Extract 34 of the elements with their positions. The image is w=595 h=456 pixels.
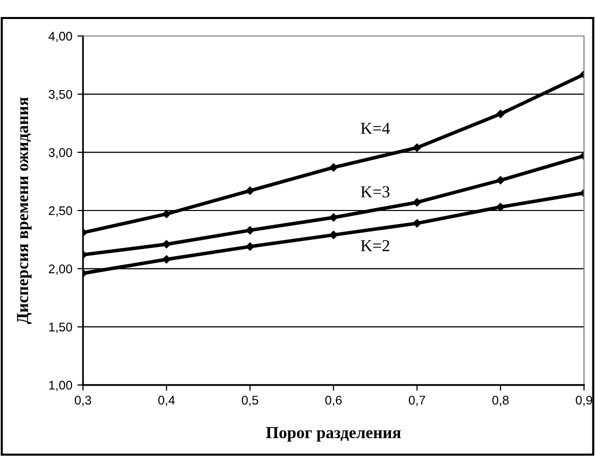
y-tick-label: 3,50: [48, 90, 72, 100]
series-label: K=2: [360, 240, 390, 252]
x-tick-label: 0,6: [325, 396, 342, 406]
point: [412, 219, 422, 228]
y-axis-title: Дисперсия времени ожидания: [17, 97, 32, 324]
point: [162, 210, 171, 218]
point: [329, 163, 338, 172]
x-tick-label: 0,4: [158, 396, 175, 406]
point: [412, 144, 422, 152]
series-label: K=3: [360, 186, 390, 198]
point: [496, 176, 505, 184]
x-axis-title: Порог разделения: [266, 427, 401, 442]
point: [496, 110, 505, 118]
point: [162, 255, 171, 264]
y-tick-label: 2,00: [48, 264, 72, 275]
x-tick-label: 0,8: [492, 396, 509, 406]
point: [412, 198, 422, 206]
point: [329, 230, 338, 240]
x-tick-label: 0,3: [74, 396, 92, 406]
point: [329, 213, 338, 222]
point: [162, 240, 171, 248]
y-tick-label: 4,00: [48, 32, 72, 42]
x-tick-label: 0,7: [408, 396, 426, 406]
y-tick-label: 2,50: [48, 206, 72, 217]
y-tick-label: 1,50: [49, 322, 72, 333]
point: [246, 226, 254, 234]
x-tick-label: 0,9: [576, 396, 592, 406]
y-tick-label: 3,00: [48, 148, 72, 158]
point: [496, 202, 505, 212]
series-label: K=4: [360, 122, 390, 134]
x-tick-label: 0,5: [242, 396, 258, 406]
point: [246, 242, 254, 251]
y-tick-label: 1,00: [49, 380, 72, 392]
point: [246, 186, 254, 195]
